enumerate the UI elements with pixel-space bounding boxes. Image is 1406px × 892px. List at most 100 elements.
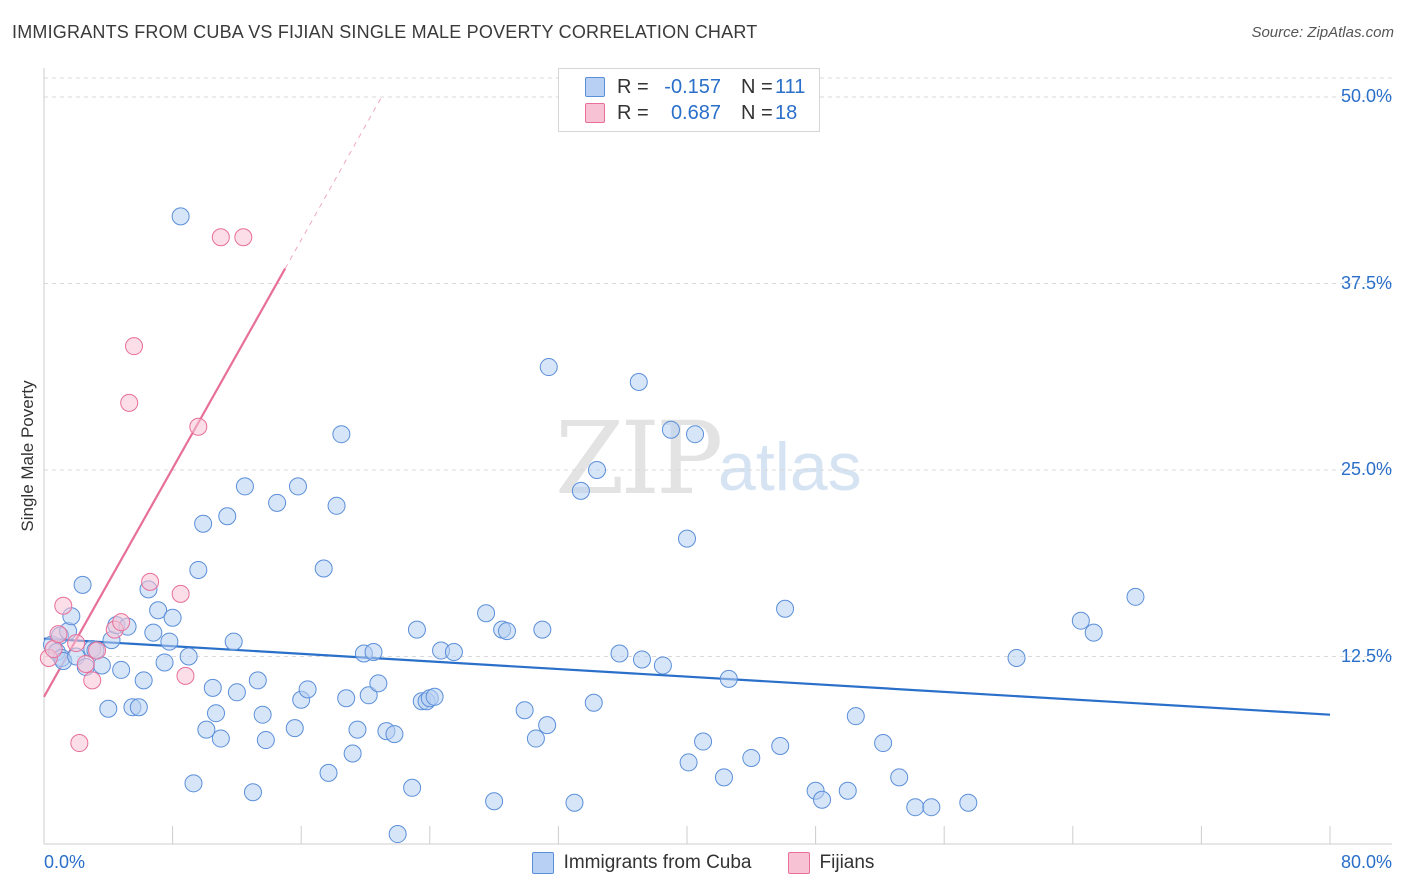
point-cuba <box>171 207 190 226</box>
point-cuba <box>906 798 925 817</box>
point-cuba <box>337 689 356 708</box>
point-fiji <box>76 654 95 673</box>
point-cuba <box>92 656 111 675</box>
point-cuba <box>661 420 680 439</box>
y-tick-label: 37.5% <box>1340 272 1392 293</box>
point-cuba <box>327 496 346 515</box>
point-fiji <box>234 228 253 247</box>
point-cuba <box>629 372 648 391</box>
point-cuba <box>403 778 422 797</box>
point-cuba <box>288 477 307 496</box>
point-fiji <box>49 625 68 644</box>
point-cuba <box>1007 648 1026 667</box>
trend-line-cuba <box>43 637 1331 716</box>
point-fiji <box>44 640 63 659</box>
legend-r-value-cuba: -0.157 <box>664 75 721 98</box>
legend-swatch-fiji <box>585 103 605 123</box>
point-cuba <box>99 699 118 718</box>
point-cuba <box>73 575 92 594</box>
point-cuba <box>771 737 790 756</box>
point-cuba <box>194 514 213 533</box>
point-cuba <box>184 774 203 793</box>
y-axis-label: Single Male Poverty <box>18 380 37 532</box>
series-legend-fiji[interactable]: Fijians <box>787 852 875 874</box>
point-cuba <box>922 798 941 817</box>
point-cuba <box>112 660 131 679</box>
point-cuba <box>587 461 606 479</box>
legend-row-fiji: R = 0.687 N = 18 <box>585 101 815 125</box>
point-fiji <box>189 417 208 436</box>
trend-extension-fiji <box>284 96 383 269</box>
point-cuba <box>719 669 738 688</box>
point-cuba <box>565 793 584 812</box>
legend-n-value-fiji: 18 <box>775 101 798 124</box>
legend-row-cuba: R = -0.157 N = 111 <box>585 75 815 99</box>
point-cuba <box>1071 611 1090 630</box>
point-cuba <box>610 644 629 663</box>
point-cuba <box>343 744 362 763</box>
point-cuba <box>227 683 246 702</box>
point-cuba <box>959 793 978 812</box>
point-cuba <box>813 790 832 809</box>
point-fiji <box>176 666 195 685</box>
point-cuba <box>686 425 705 444</box>
point-fiji <box>120 393 139 412</box>
point-cuba <box>679 753 698 772</box>
point-fiji <box>171 584 190 603</box>
watermark-atlas: atlas <box>718 429 862 505</box>
point-cuba <box>129 698 148 717</box>
point-cuba <box>134 671 153 690</box>
point-cuba <box>197 720 216 739</box>
point-cuba <box>348 720 367 739</box>
point-cuba <box>203 678 222 697</box>
point-fiji <box>112 613 131 632</box>
point-cuba <box>314 559 333 578</box>
point-cuba <box>1084 623 1103 642</box>
point-cuba <box>846 707 865 726</box>
point-cuba <box>874 734 893 753</box>
point-cuba <box>144 623 163 642</box>
point-cuba <box>515 701 534 720</box>
series-legend-cuba[interactable]: Immigrants from Cuba <box>531 852 752 874</box>
point-cuba <box>385 725 404 744</box>
point-fiji <box>125 337 144 356</box>
y-tick-label: 50.0% <box>1340 86 1392 106</box>
point-fiji <box>211 228 230 247</box>
legend-n-label: N = <box>741 101 773 124</box>
point-cuba <box>678 529 696 548</box>
series-label-cuba: Immigrants from Cuba <box>563 852 752 873</box>
point-cuba <box>155 653 174 672</box>
point-cuba <box>1126 587 1145 606</box>
point-cuba <box>364 643 383 662</box>
correlation-legend: R = -0.157 N = 111 R = 0.687 N = 18 <box>558 68 820 132</box>
point-cuba <box>224 632 243 651</box>
point-cuba <box>211 729 230 748</box>
point-fiji <box>141 572 160 591</box>
point-cuba <box>253 705 272 724</box>
point-cuba <box>285 719 304 738</box>
point-fiji <box>83 671 102 690</box>
series-swatch-fiji <box>787 852 810 874</box>
point-cuba <box>218 507 237 526</box>
point-cuba <box>179 647 198 666</box>
point-cuba <box>369 674 388 693</box>
point-cuba <box>497 622 516 641</box>
legend-n-label: N = <box>741 75 773 98</box>
point-cuba <box>632 650 651 669</box>
point-cuba <box>838 781 857 800</box>
point-cuba <box>890 768 909 787</box>
legend-swatch-cuba <box>585 77 605 97</box>
point-cuba <box>584 693 603 712</box>
point-cuba <box>207 704 226 723</box>
point-cuba <box>477 604 496 623</box>
point-fiji <box>70 734 89 753</box>
point-cuba <box>714 768 733 787</box>
point-cuba <box>332 425 351 444</box>
legend-r-value-fiji: 0.687 <box>670 101 721 124</box>
point-cuba <box>359 686 378 705</box>
series-label-fiji: Fijians <box>819 852 875 873</box>
source-credit: Source: ZipAtlas.com <box>1251 24 1394 41</box>
point-cuba <box>235 477 254 496</box>
legend-n-value-cuba: 111 <box>775 75 806 98</box>
